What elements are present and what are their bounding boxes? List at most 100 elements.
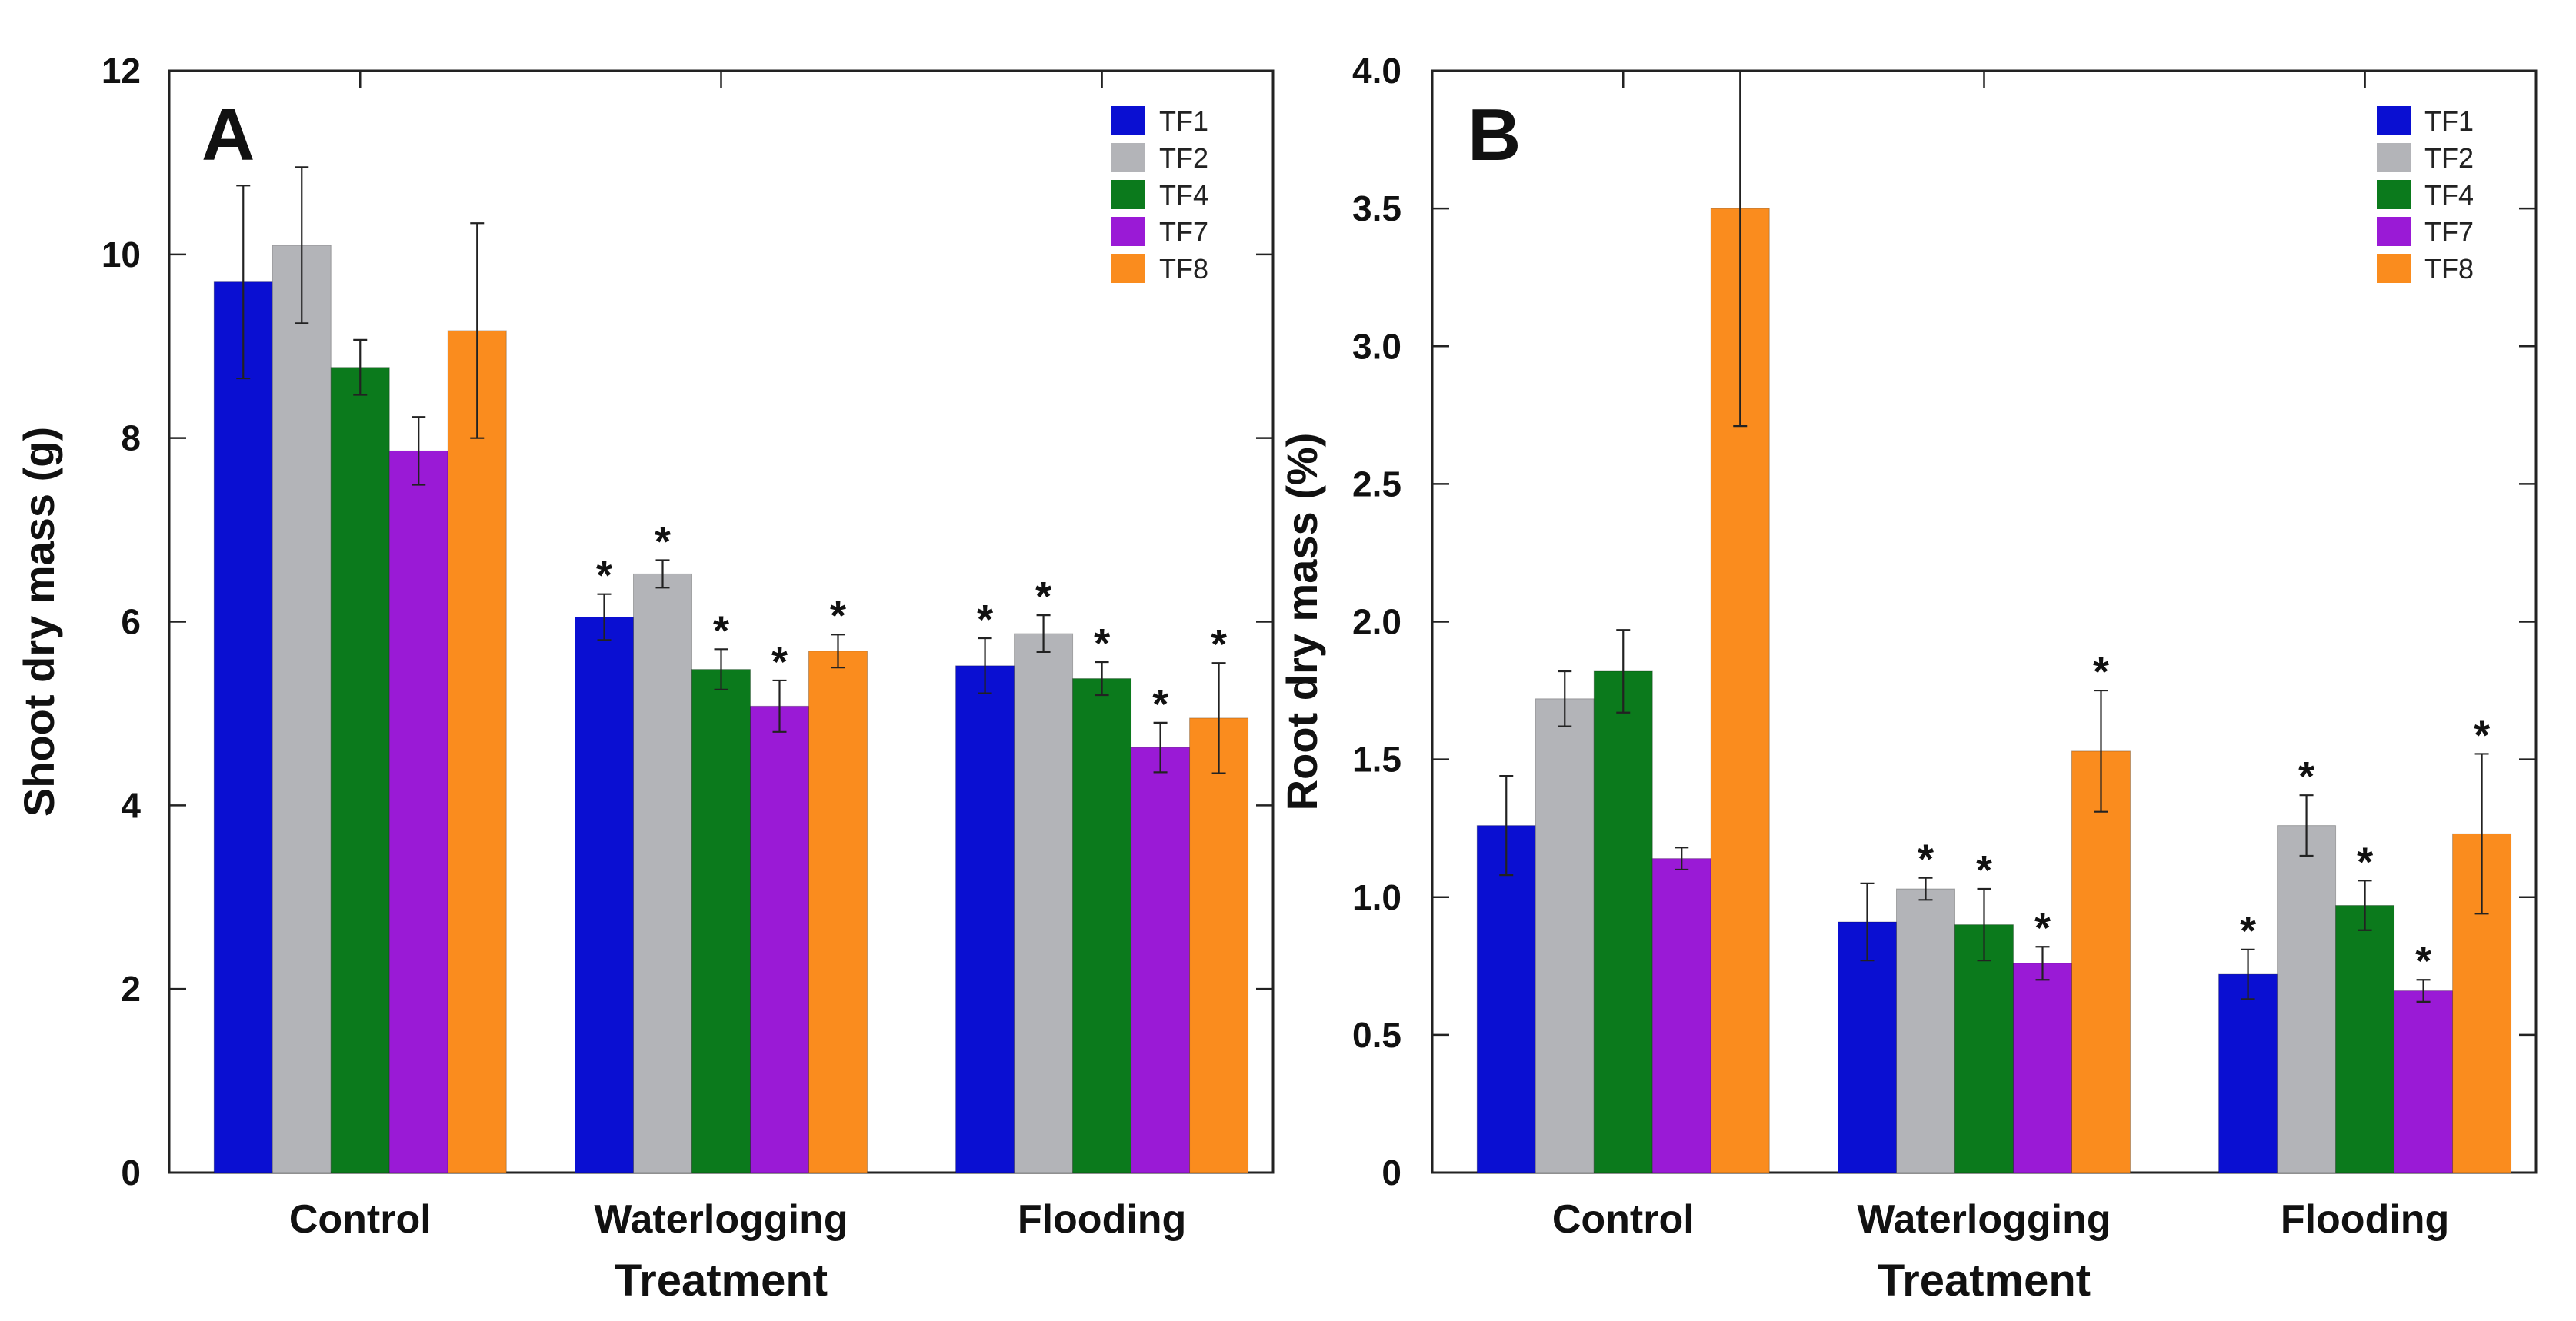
bar-tf1 xyxy=(2218,973,2278,1173)
legend-label: TF1 xyxy=(2424,105,2474,137)
y-tick-label: 1.0 xyxy=(1352,877,1401,917)
legend: TF1 TF2 TF4 TF7 TF8 xyxy=(2377,105,2474,284)
y-tick-label: 2.5 xyxy=(1352,464,1401,504)
bar-tf4 xyxy=(1954,924,2014,1173)
legend-label: TF4 xyxy=(1159,179,1208,211)
bar-tf4 xyxy=(1072,678,1132,1173)
legend-swatch-tf2 xyxy=(2377,143,2411,172)
significance-marker: * xyxy=(655,518,671,564)
bar-tf1 xyxy=(575,617,634,1173)
legend-swatch-tf4 xyxy=(1111,180,1145,209)
legend-label: TF8 xyxy=(2424,253,2474,284)
significance-marker: * xyxy=(1094,621,1110,667)
legend-label: TF7 xyxy=(2424,216,2474,248)
bar-tf4 xyxy=(330,367,390,1173)
bar-tf4 xyxy=(691,669,751,1173)
y-tick-label: 4 xyxy=(121,785,141,825)
significance-marker: * xyxy=(1918,837,1934,883)
category-label: Flooding xyxy=(1018,1197,1186,1242)
bar-tf1 xyxy=(955,665,1015,1173)
bar-tf1 xyxy=(1838,921,1897,1173)
significance-marker: * xyxy=(2474,712,2490,758)
bar-tf2 xyxy=(1014,633,1074,1173)
significance-marker: * xyxy=(1035,574,1051,620)
x-axis-title: Treatment xyxy=(1878,1256,2091,1306)
legend-label: TF2 xyxy=(1159,142,1208,174)
significance-marker: * xyxy=(1976,847,1992,893)
bar-tf2 xyxy=(2277,825,2337,1173)
bar-tf7 xyxy=(1131,747,1191,1173)
y-axis-title: Root dry mass (%) xyxy=(1278,433,1326,811)
panel-b: 0 0.5 1.0 1.5 2.0 2.5 3.0 3.5 4.0 Root dry mass (… xyxy=(1278,51,2538,1306)
y-tick-label: 6 xyxy=(121,602,141,642)
y-tick-label: 2 xyxy=(121,969,141,1009)
bar-tf4 xyxy=(1593,670,1653,1173)
bar-tf2 xyxy=(272,245,332,1173)
legend-swatch-tf7 xyxy=(2377,217,2411,246)
y-tick-label: 1.5 xyxy=(1352,740,1401,780)
bar-tf2 xyxy=(633,573,692,1173)
bar-tf7 xyxy=(388,450,448,1173)
bar-tf8 xyxy=(2071,750,2131,1173)
x-axis-title: Treatment xyxy=(615,1256,828,1306)
legend-label: TF2 xyxy=(2424,142,2474,174)
legend: TF1 TF2 TF4 TF7 TF8 xyxy=(1111,105,1208,284)
significance-marker: * xyxy=(2034,905,2051,951)
category-label: Waterlogging xyxy=(1857,1197,2111,1242)
significance-marker: * xyxy=(830,593,846,639)
legend-swatch-tf4 xyxy=(2377,180,2411,209)
panel-a: 0 2 4 6 8 10 12 Shoot dry mass (g) A Control Water… xyxy=(15,51,1275,1306)
legend-swatch-tf1 xyxy=(1111,106,1145,135)
significance-marker: * xyxy=(713,607,729,654)
bar-tf1 xyxy=(213,281,273,1173)
significance-marker: * xyxy=(2357,839,2373,885)
legend-label: TF1 xyxy=(1159,105,1208,137)
bar-tf2 xyxy=(1896,888,1955,1173)
significance-marker: * xyxy=(596,553,612,599)
y-tick-label: 0.5 xyxy=(1352,1015,1401,1055)
legend-swatch-tf8 xyxy=(1111,254,1145,283)
category-label: Waterlogging xyxy=(594,1197,848,1242)
significance-marker: * xyxy=(2415,938,2431,984)
significance-marker: * xyxy=(1152,681,1168,727)
bar-tf7 xyxy=(2394,990,2454,1173)
legend-swatch-tf7 xyxy=(1111,217,1145,246)
bar-tf8 xyxy=(1189,717,1249,1173)
legend-label: TF8 xyxy=(1159,253,1208,284)
significance-marker: * xyxy=(2298,754,2314,800)
y-tick-label: 8 xyxy=(121,418,141,458)
bar-tf8 xyxy=(447,330,507,1173)
bar-tf2 xyxy=(1535,698,1595,1173)
y-tick-label: 2.0 xyxy=(1352,602,1401,642)
category-label: Flooding xyxy=(2281,1197,2449,1242)
bar-tf7 xyxy=(1651,858,1711,1173)
significance-marker: * xyxy=(1211,621,1227,667)
significance-marker: * xyxy=(977,597,993,643)
panel-letter: B xyxy=(1468,94,1521,176)
bar-tf8 xyxy=(808,651,868,1173)
bar-tf7 xyxy=(750,705,809,1173)
y-tick-label: 10 xyxy=(102,235,141,275)
y-tick-label: 3.0 xyxy=(1352,326,1401,366)
legend-label: TF4 xyxy=(2424,179,2474,211)
bar-tf1 xyxy=(1476,825,1536,1173)
significance-marker: * xyxy=(771,639,788,685)
legend-swatch-tf1 xyxy=(2377,106,2411,135)
y-tick-label: 4.0 xyxy=(1352,51,1401,91)
category-label: Control xyxy=(1552,1197,1695,1242)
legend-swatch-tf8 xyxy=(2377,254,2411,283)
significance-marker: * xyxy=(2240,908,2256,954)
y-tick-label: 0 xyxy=(121,1153,141,1193)
legend-label: TF7 xyxy=(1159,216,1208,248)
legend-swatch-tf2 xyxy=(1111,143,1145,172)
significance-marker: * xyxy=(2093,649,2109,695)
bar-tf4 xyxy=(2335,904,2395,1173)
y-tick-label: 3.5 xyxy=(1352,188,1401,228)
y-tick-label: 0 xyxy=(1381,1153,1401,1193)
panel-letter: A xyxy=(202,94,255,176)
category-label: Control xyxy=(289,1197,432,1242)
y-tick-label: 12 xyxy=(102,51,141,91)
bar-tf7 xyxy=(2013,963,2072,1173)
y-axis-title: Shoot dry mass (g) xyxy=(15,427,63,817)
